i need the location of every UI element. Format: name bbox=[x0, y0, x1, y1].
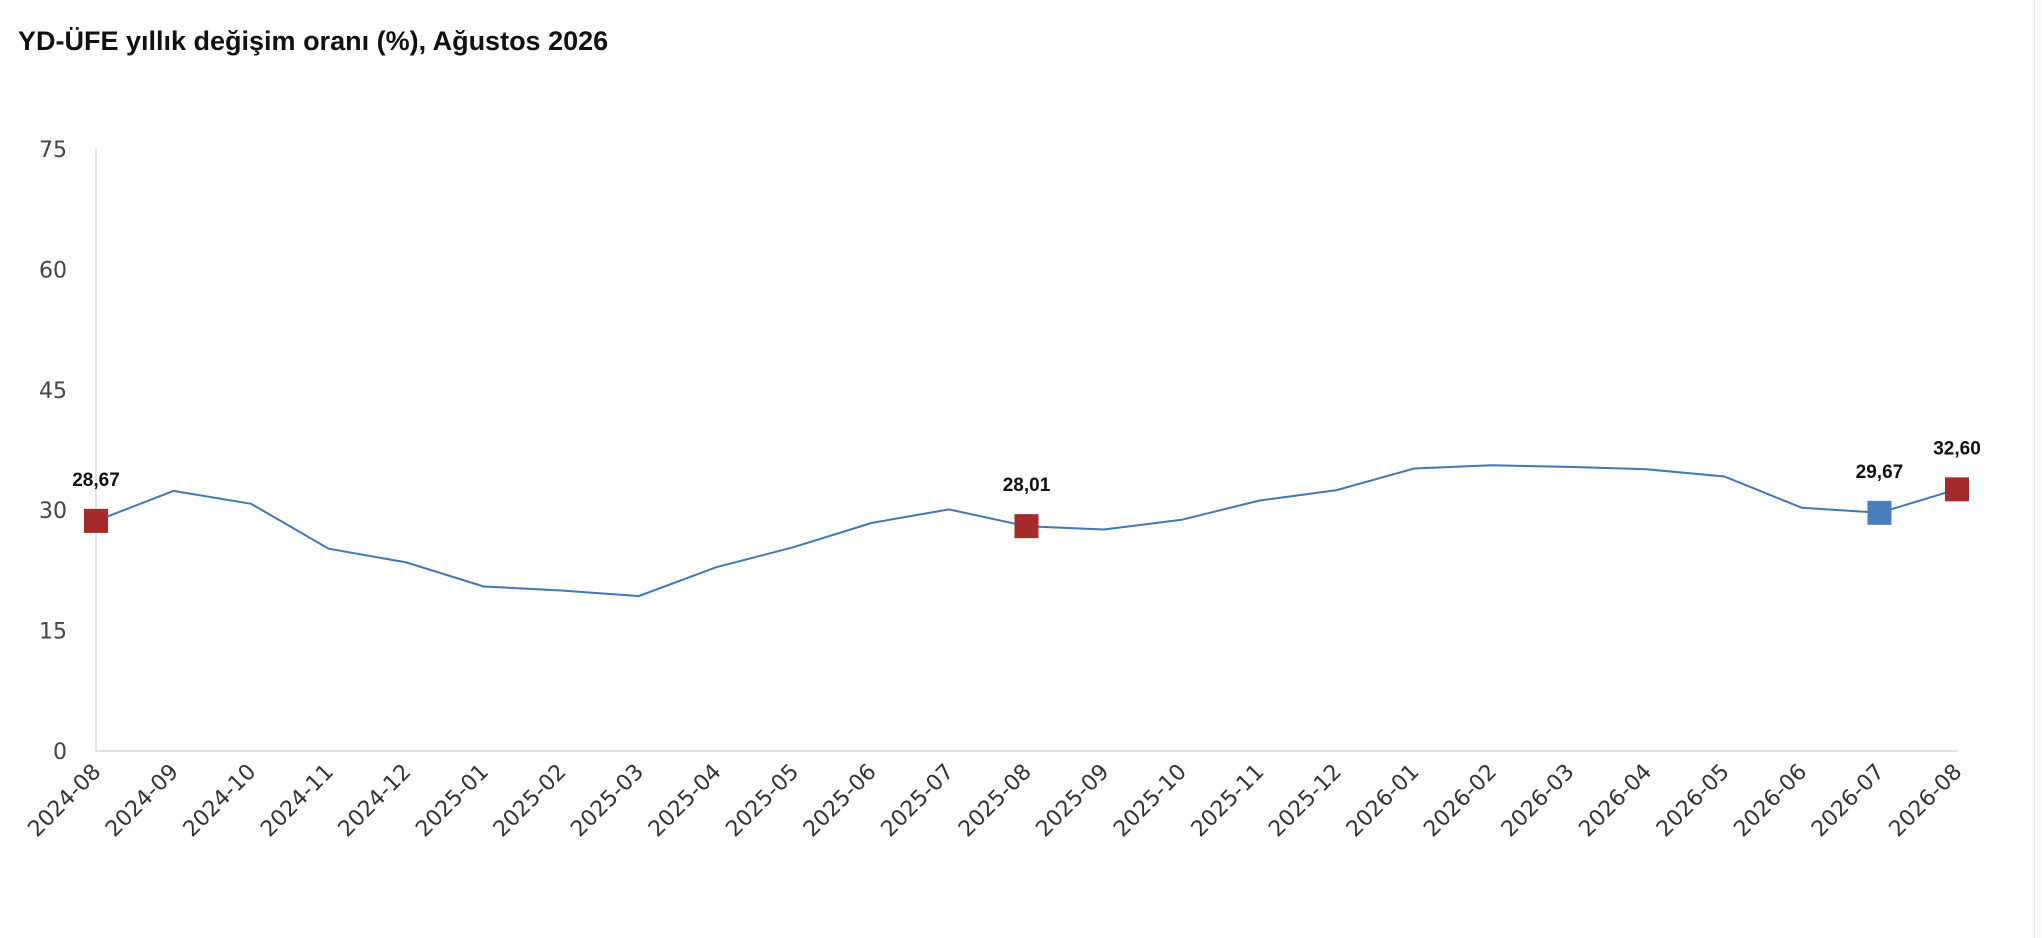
x-tick-label: 2025-09 bbox=[1032, 760, 1115, 843]
x-tick-label: 2026-05 bbox=[1652, 760, 1735, 843]
y-tick-label: 45 bbox=[39, 379, 67, 404]
x-tick-label: 2025-11 bbox=[1187, 760, 1270, 843]
data-label: 28,01 bbox=[1003, 475, 1051, 496]
x-tick-label: 2024-09 bbox=[101, 760, 184, 843]
window-edge bbox=[2034, 0, 2042, 938]
x-tick-label: 2026-04 bbox=[1574, 760, 1657, 843]
x-tick-label: 2026-02 bbox=[1419, 760, 1502, 843]
y-tick-label: 75 bbox=[39, 138, 67, 163]
x-tick-label: 2026-07 bbox=[1807, 760, 1890, 843]
x-tick-label: 2025-03 bbox=[566, 760, 649, 843]
marker-layer: 28,67 28,01 29,67 32,60 bbox=[72, 438, 1981, 539]
y-axis: 0 15 30 45 60 75 bbox=[39, 138, 97, 765]
y-tick-label: 30 bbox=[39, 499, 67, 524]
y-tick-label: 60 bbox=[39, 258, 67, 283]
chart-title: YD-ÜFE yıllık değişim oranı (%), Ağustos… bbox=[18, 26, 609, 56]
x-tick-label: 2024-12 bbox=[334, 760, 417, 843]
x-tick-label: 2025-06 bbox=[799, 760, 882, 843]
data-point-marker bbox=[1014, 514, 1039, 539]
x-tick-label: 2026-03 bbox=[1497, 760, 1580, 843]
x-tick-label: 2024-11 bbox=[256, 760, 339, 843]
x-tick-label: 2025-04 bbox=[644, 760, 727, 843]
y-tick-label: 0 bbox=[53, 740, 67, 765]
x-tick-label: 2025-12 bbox=[1264, 760, 1347, 843]
x-tick-label: 2025-01 bbox=[411, 760, 494, 843]
x-tick-label: 2025-02 bbox=[489, 760, 572, 843]
x-tick-label: 2025-08 bbox=[954, 760, 1037, 843]
x-tick-label: 2024-08 bbox=[24, 760, 107, 843]
x-tick-label: 2024-10 bbox=[179, 760, 262, 843]
data-label: 32,60 bbox=[1933, 438, 1981, 459]
data-point-marker bbox=[1867, 500, 1892, 525]
data-point-marker bbox=[1945, 477, 1969, 502]
x-axis: 2024-082024-092024-102024-112024-122025-… bbox=[24, 750, 1968, 843]
x-tick-label: 2025-07 bbox=[877, 760, 960, 843]
data-label: 28,67 bbox=[72, 470, 120, 491]
x-tick-label: 2026-01 bbox=[1342, 760, 1425, 843]
y-tick-label: 15 bbox=[39, 620, 67, 645]
data-point-marker bbox=[84, 508, 108, 533]
data-label: 29,67 bbox=[1856, 462, 1904, 483]
x-tick-label: 2026-06 bbox=[1729, 760, 1812, 843]
x-tick-label: 2025-10 bbox=[1109, 760, 1192, 843]
x-tick-label: 2025-05 bbox=[721, 760, 804, 843]
x-tick-label: 2026-08 bbox=[1885, 760, 1968, 843]
